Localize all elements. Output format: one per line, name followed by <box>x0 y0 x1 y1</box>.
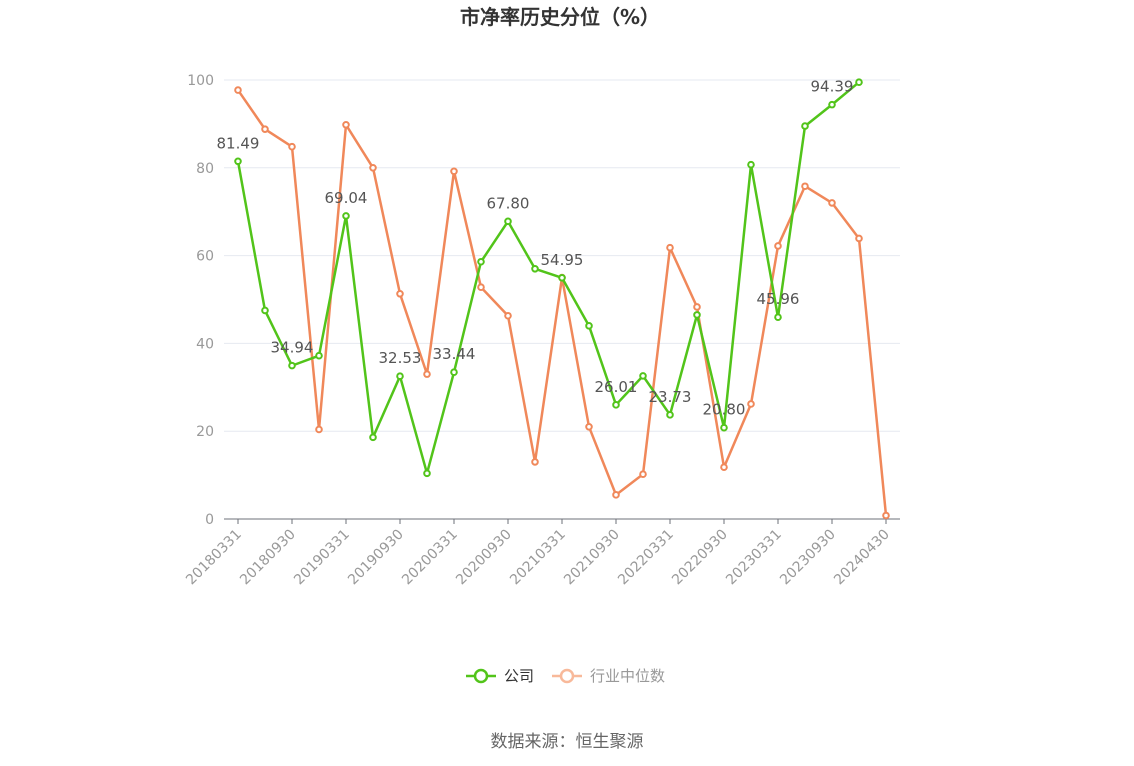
data-point[interactable] <box>288 361 296 370</box>
data-point[interactable] <box>639 470 647 479</box>
x-tick-label: 20210331 <box>507 527 569 589</box>
data-point[interactable] <box>585 322 593 330</box>
data-label: 26.01 <box>595 378 638 396</box>
data-point[interactable] <box>882 511 890 520</box>
x-tick-label: 20230930 <box>777 527 839 589</box>
data-point[interactable] <box>693 311 701 319</box>
legend-marker-icon <box>559 668 575 684</box>
data-point[interactable] <box>504 217 512 226</box>
x-tick-label: 20200331 <box>399 527 461 589</box>
data-point[interactable] <box>288 142 296 151</box>
data-point[interactable] <box>261 306 269 315</box>
data-label: 33.44 <box>433 345 476 363</box>
series-line-0 <box>236 81 860 475</box>
data-point[interactable] <box>855 234 863 243</box>
data-point[interactable] <box>342 212 350 220</box>
x-tick-label: 20190331 <box>291 527 353 589</box>
data-point[interactable] <box>450 167 458 176</box>
data-point[interactable] <box>504 311 512 320</box>
data-label: 23.73 <box>649 388 692 406</box>
data-label: 34.94 <box>271 339 314 357</box>
data-label: 69.04 <box>325 189 368 207</box>
legend-item-0[interactable]: 公司 <box>466 667 534 685</box>
data-point[interactable] <box>720 423 728 432</box>
y-tick-label: 40 <box>196 336 214 352</box>
data-point[interactable] <box>396 372 404 380</box>
data-point[interactable] <box>855 78 863 86</box>
y-tick-label: 80 <box>196 161 214 177</box>
data-label: 20.80 <box>703 401 746 419</box>
data-point[interactable] <box>747 400 755 408</box>
x-tick-label: 20180331 <box>183 527 245 589</box>
data-point[interactable] <box>612 401 620 409</box>
data-point[interactable] <box>747 160 755 169</box>
legend[interactable]: 公司 行业中位数 <box>466 667 665 685</box>
x-tick-label: 20180930 <box>237 527 299 589</box>
data-point[interactable] <box>828 199 836 207</box>
data-point[interactable] <box>261 125 269 133</box>
x-tick-label: 20220930 <box>669 527 731 589</box>
data-point[interactable] <box>693 303 701 311</box>
grid-lines <box>224 79 900 432</box>
data-point[interactable] <box>531 458 539 466</box>
chart-title: 市净率历史分位（%） <box>460 5 660 29</box>
data-label: 45.96 <box>757 290 800 308</box>
data-label: 94.39 <box>811 78 854 96</box>
data-point[interactable] <box>315 425 323 434</box>
data-point[interactable] <box>720 463 728 471</box>
data-point[interactable] <box>477 283 485 292</box>
x-tick-label: 20230331 <box>723 527 785 589</box>
y-tick-label: 60 <box>196 249 214 265</box>
data-point[interactable] <box>423 370 431 378</box>
data-point[interactable] <box>396 289 404 298</box>
x-tick-label: 20240430 <box>831 527 893 589</box>
data-point[interactable] <box>369 164 377 172</box>
legend-marker-icon <box>473 668 489 684</box>
data-point[interactable] <box>612 491 620 499</box>
data-label: 54.95 <box>541 251 584 269</box>
series-layer <box>234 78 890 520</box>
data-point[interactable] <box>639 372 647 380</box>
y-tick-label: 20 <box>196 424 214 440</box>
data-labels: 81.49 34.94 69.04 32.53 33.44 67.80 54.95 26.01… <box>217 78 854 419</box>
data-point[interactable] <box>477 257 485 266</box>
legend-item-1[interactable]: 行业中位数 <box>552 667 665 685</box>
x-tick-label: 20200930 <box>453 527 515 589</box>
data-point[interactable] <box>585 423 593 431</box>
x-tick-label: 20210930 <box>561 527 623 589</box>
data-point[interactable] <box>666 411 674 419</box>
data-label: 81.49 <box>217 134 260 152</box>
data-point[interactable] <box>801 182 809 191</box>
data-label: 32.53 <box>379 349 422 367</box>
data-point[interactable] <box>234 157 242 166</box>
data-point[interactable] <box>450 368 458 376</box>
source-note: 数据来源：恒生聚源 <box>491 732 644 752</box>
data-point[interactable] <box>774 313 782 322</box>
x-tick-label: 20220331 <box>615 527 677 589</box>
legend-label: 行业中位数 <box>590 667 665 685</box>
y-tick-label: 100 <box>187 73 214 89</box>
data-point[interactable] <box>531 264 539 273</box>
x-axis: 2018033120180930201903312019093020200331… <box>183 518 900 589</box>
y-tick-label: 0 <box>205 512 214 528</box>
data-point[interactable] <box>774 242 782 250</box>
data-point[interactable] <box>234 86 242 94</box>
data-point[interactable] <box>666 243 674 252</box>
data-point[interactable] <box>315 351 323 360</box>
data-point[interactable] <box>558 273 566 282</box>
data-point[interactable] <box>369 433 377 442</box>
data-point[interactable] <box>342 120 350 129</box>
data-point[interactable] <box>828 100 836 109</box>
x-tick-label: 20190930 <box>345 527 407 589</box>
data-label: 67.80 <box>487 194 530 212</box>
legend-label: 公司 <box>504 667 534 685</box>
data-point[interactable] <box>423 469 431 478</box>
data-point[interactable] <box>801 122 809 130</box>
y-axis-ticks: 0 20 40 60 80 100 <box>187 73 214 528</box>
